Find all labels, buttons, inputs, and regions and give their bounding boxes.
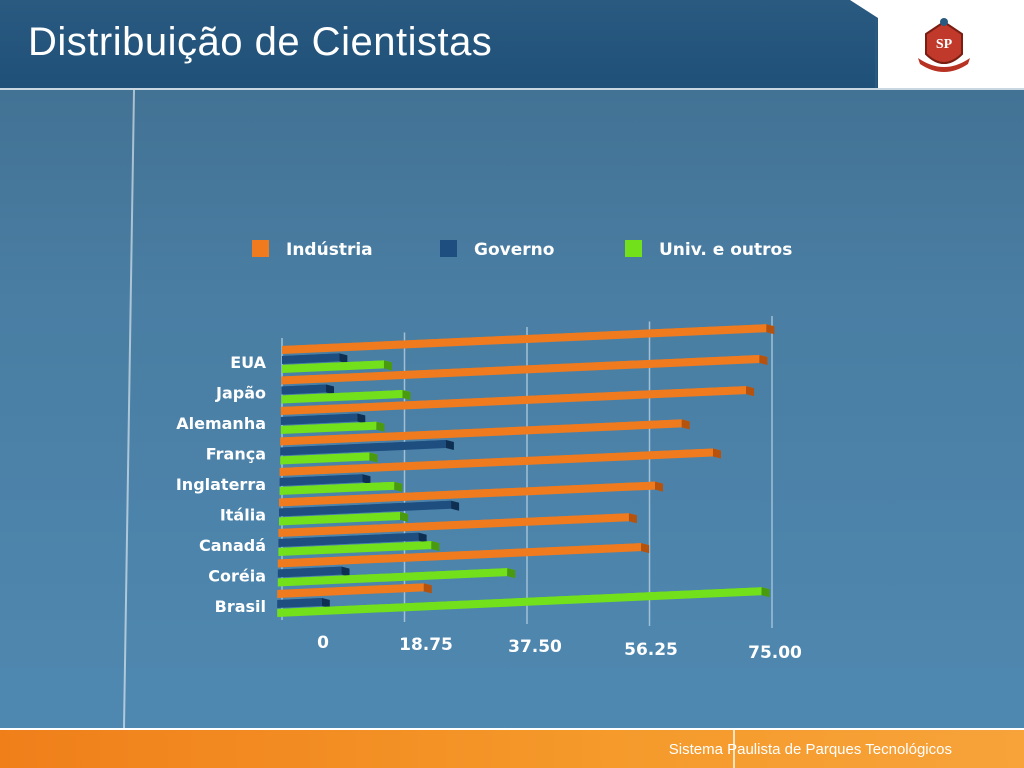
bar-1-1: [281, 384, 335, 395]
bar-4-0: [279, 448, 721, 476]
chart-category-labels: EUA Japão Alemanha França Inglaterra Itália Ca…: [176, 353, 267, 616]
legend-swatch-0: [252, 240, 269, 257]
category-label-8: Brasil: [215, 597, 266, 616]
bar-4-2: [279, 481, 403, 495]
x-tick-label-2: 37.50: [508, 637, 562, 657]
bar-3-2: [280, 452, 378, 465]
category-label-0: EUA: [230, 353, 266, 372]
x-tick-label-3: 56.25: [624, 640, 678, 660]
bar-8-0: [277, 583, 432, 598]
bar-3-0: [280, 419, 690, 446]
footer-bar: [0, 730, 1024, 768]
bar-5-0: [279, 481, 664, 507]
bar-4-1: [279, 474, 371, 486]
chart-x-tick-labels: 0 18.75 37.50 56.25 75.00: [317, 633, 802, 663]
footer-separator: [0, 728, 1024, 731]
category-label-4: Inglaterra: [176, 475, 266, 494]
header-divider: [875, 18, 877, 88]
legend-swatch-2: [625, 240, 642, 257]
x-tick-label-0: 0: [317, 633, 329, 653]
bar-6-0: [278, 513, 637, 537]
category-label-6: Canadá: [199, 536, 266, 555]
footer-divider: [733, 730, 735, 768]
page-title: Distribuição de Cientistas: [28, 20, 493, 64]
category-label-2: Alemanha: [176, 414, 266, 433]
x-tick-label-4: 75.00: [748, 643, 802, 663]
bar-5-2: [279, 512, 409, 526]
category-label-5: Itália: [220, 506, 266, 525]
bar-3-1: [280, 440, 454, 456]
bar-8-2: [277, 587, 770, 617]
bar-2-0: [280, 386, 755, 415]
x-tick-label-1: 18.75: [399, 635, 453, 655]
bar-0-0: [282, 324, 775, 354]
chart-bars: [277, 324, 775, 617]
header-bar: [0, 0, 1024, 90]
legend-label-0: Indústria: [286, 240, 373, 260]
bar-6-2: [278, 541, 440, 556]
sp-logo-icon: SP: [918, 18, 970, 72]
bar-7-1: [277, 566, 350, 578]
footer-text: Sistema Paulista de Parques Tecnológicos: [668, 741, 952, 758]
category-label-7: Coréia: [208, 567, 266, 586]
bar-chart: Indústria Governo Univ. e outros EUA Japão A…: [176, 240, 802, 663]
category-label-1: Japão: [215, 384, 266, 403]
bar-7-0: [277, 543, 650, 568]
legend-label-1: Governo: [474, 240, 554, 260]
svg-text:SP: SP: [936, 37, 953, 52]
bar-6-1: [278, 532, 427, 547]
bar-5-1: [279, 500, 460, 517]
bar-7-2: [277, 568, 516, 587]
bar-2-2: [280, 421, 385, 434]
bar-8-1: [277, 597, 330, 608]
bar-0-1: [282, 353, 348, 364]
legend-swatch-1: [440, 240, 457, 257]
chart-legend: Indústria Governo Univ. e outros: [252, 240, 792, 260]
bar-2-1: [280, 413, 366, 425]
bar-0-2: [282, 360, 392, 373]
bar-1-0: [281, 354, 768, 385]
bar-1-2: [281, 390, 411, 404]
category-label-3: França: [206, 445, 266, 464]
legend-label-2: Univ. e outros: [659, 240, 792, 260]
